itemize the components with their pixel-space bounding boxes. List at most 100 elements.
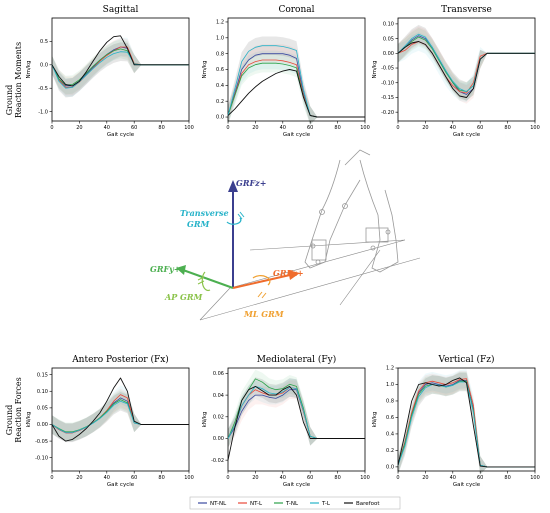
y-tick-label: 0.10 [37,389,48,395]
x-tick-label: 20 [252,475,258,481]
x-axis-label: Gait cycle [453,132,481,138]
x-tick-label: 100 [360,125,370,131]
series-band [398,27,535,101]
y-tick-label: 0.05 [383,36,394,42]
series-line-nt-nl [397,380,535,468]
legend: NT-NL NT-L T-NL T-L Barefoot [189,496,401,510]
y-axis-label: kN/kg [202,412,208,428]
chart-vertical: Vertical (Fz) 0 20 40 60 80 100 0.0 0.2 0.4 0.6 0.8… [372,354,540,488]
series-line-barefoot [397,41,535,98]
series-band [52,39,189,95]
chart-mediolateral: Mediolateral (Fy) 0 20 40 60 80 100 -0.02 0.00 0.… [202,354,370,488]
x-tick-label: 60 [131,125,137,131]
y-tick-label: 1.0 [386,382,394,388]
y-tick-label: 0.02 [213,414,224,420]
y-tick-label: 0.10 [383,22,394,28]
transverse-grm-label-1: Transverse [180,208,229,218]
y-tick-label: 0.04 [213,393,224,399]
x-tick-label: 100 [530,125,540,131]
y-tick-label: 0.4 [386,432,394,438]
y-tick-label: 0.05 [37,406,48,412]
grfy-label: GRFy+ [150,264,181,274]
row-label-moments-line2: Reaction Moments [14,42,23,118]
series-band [228,53,365,125]
x-tick-label: 100 [184,125,194,131]
x-tick-label: 0 [226,125,229,131]
chart-title: Sagittal [103,5,139,15]
series-line-barefoot [51,35,189,87]
x-tick-label: 80 [504,125,510,131]
series-band [398,26,535,104]
grfx-arrowhead [288,270,300,280]
x-tick-label: 80 [158,125,164,131]
x-axis-label: Gait cycle [453,482,481,488]
x-tick-label: 0 [50,475,53,481]
ap-grm-arc [201,271,211,292]
y-tick-label: 1.2 [216,20,224,26]
ml-grm-hook [257,291,267,299]
chart-title: Transverse [441,5,492,15]
x-tick-label: 40 [280,125,286,131]
grfx-label: GRFx+ [273,268,304,278]
y-axis-label: kN/kg [26,412,32,428]
x-tick-label: 20 [422,475,428,481]
x-tick-label: 20 [252,125,258,131]
x-tick-label: 0 [226,475,229,481]
grfy-arrow [182,269,234,289]
y-tick-label: -0.02 [211,458,224,464]
chart-transverse: Transverse 0 20 40 60 80 100 -0.20 -0.15 -0.10 -0.… [372,5,540,138]
y-tick-label: 0.4 [216,83,224,89]
y-tick-label: 0.2 [216,99,224,105]
legend-label: NT-L [250,501,263,507]
x-tick-label: 80 [158,475,164,481]
x-tick-label: 40 [450,475,456,481]
chart-title: Vertical (Fz) [438,354,495,365]
x-tick-label: 80 [334,475,340,481]
chart-title: Coronal [278,5,314,15]
series-line-barefoot [51,377,189,442]
y-tick-label: 1.0 [216,36,224,42]
x-tick-label: 20 [76,125,82,131]
series-line-barefoot [397,377,535,468]
chart-coronal: Coronal 0 20 40 60 80 100 0.0 0.2 0.4 0.6 0.8 1.0 1.2… [202,5,370,138]
x-tick-label: 80 [504,475,510,481]
y-tick-label: -0.10 [35,455,48,461]
series-band [398,372,535,475]
x-tick-label: 60 [477,475,483,481]
ml-grm-label: ML GRM [243,309,285,319]
x-tick-label: 100 [184,475,194,481]
transverse-grm-hook [237,211,245,220]
legend-box [189,496,401,510]
chart-title: Antero Posterior (Fx) [71,354,169,365]
series-band [52,42,189,98]
x-tick-label: 0 [396,475,399,481]
x-tick-label: 0 [50,125,53,131]
y-tick-label: 1.2 [386,366,394,372]
y-tick-label: 0.2 [386,448,394,454]
y-tick-label: 0.06 [213,371,224,377]
y-tick-label: 0.00 [383,51,394,57]
y-tick-label: -0.10 [381,80,394,86]
series-band [228,378,365,448]
legend-label: T-NL [285,501,299,507]
y-tick-label: -1.0 [38,109,48,115]
y-tick-label: -0.05 [35,439,48,445]
x-tick-label: 60 [307,475,313,481]
x-tick-label: 40 [104,475,110,481]
x-axis-label: Gait cycle [107,132,135,138]
y-axis-label: Nm/kg [202,60,208,78]
plot-frame [397,17,536,122]
y-tick-label: 0.0 [216,115,224,121]
legend-label: T-L [321,501,331,507]
y-tick-label: 0.00 [37,422,48,428]
x-tick-label: 100 [530,475,540,481]
row-label-forces-line1: Ground [5,405,14,435]
series-band [228,50,365,125]
x-tick-label: 60 [131,475,137,481]
ground-plane-edge [199,249,381,321]
series-line-barefoot [227,385,365,461]
series-band [398,32,535,103]
y-tick-label: -0.20 [381,110,394,116]
y-tick-label: 0.0 [386,465,394,471]
